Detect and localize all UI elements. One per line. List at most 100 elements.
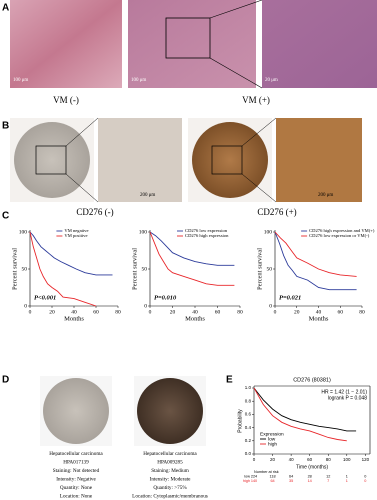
- x-tick-label: 60: [338, 309, 344, 315]
- x-tick-label: 0: [149, 309, 152, 315]
- chart-title: CD276 (80381): [293, 377, 331, 383]
- survival-curve: [274, 231, 357, 277]
- y-tick-label: 50: [267, 266, 273, 272]
- y-tick-label: 0.4: [245, 425, 252, 430]
- sample-info: Location: Cytoplasmic/membranous: [132, 494, 208, 500]
- risk-count: 64: [289, 475, 293, 479]
- y-tick-label: 100: [264, 229, 273, 235]
- x-tick-label: 80: [237, 309, 243, 315]
- risk-count: 7: [327, 479, 329, 483]
- survival-curve: [253, 387, 347, 442]
- y-tick-label: 0: [24, 303, 27, 309]
- risk-count: 35: [289, 479, 293, 483]
- zoom-line: [209, 57, 263, 89]
- zoom-line: [241, 117, 277, 147]
- x-tick-label: 60: [307, 457, 313, 462]
- risk-count: 1: [346, 479, 348, 483]
- y-tick-label: 50: [22, 266, 28, 272]
- x-tick-label: 40: [71, 309, 77, 315]
- x-tick-label: 20: [170, 309, 176, 315]
- micrograph: [128, 0, 256, 88]
- risk-count: 1: [346, 475, 348, 479]
- x-tick-label: 80: [326, 457, 332, 462]
- risk-row-label: high: [243, 479, 250, 483]
- x-tick-label: 120: [362, 457, 370, 462]
- x-tick-label: 0: [274, 309, 277, 315]
- y-tick-label: 100: [19, 229, 28, 235]
- survival-curve: [274, 231, 357, 291]
- survival-curve: [253, 387, 357, 432]
- tissue-core: [192, 122, 268, 198]
- zoom-box: [165, 17, 211, 59]
- legend-label: low: [268, 436, 276, 442]
- sample-info: Location: None: [60, 494, 93, 500]
- annotation: HR = 1.42 (1 − 2.01): [321, 389, 367, 395]
- caption: CD276 (+): [257, 207, 296, 217]
- risk-count: 12: [326, 475, 330, 479]
- panel-label: D: [2, 375, 9, 386]
- caption: VM (+): [242, 95, 270, 105]
- risk-count: 0: [364, 475, 366, 479]
- sample-info: HPA017139: [63, 460, 89, 466]
- scale-bar-label: 20 μm: [265, 78, 278, 83]
- micrograph: [98, 118, 182, 202]
- tissue-core: [14, 122, 90, 198]
- scale-bar-label: 100 μm: [13, 78, 28, 83]
- y-tick-label: 100: [139, 229, 148, 235]
- tissue-core: [43, 378, 109, 444]
- risk-table-title: Number at risk: [254, 470, 279, 474]
- x-tick-label: 40: [316, 309, 322, 315]
- sample-info: Hepatocellular carcinoma: [143, 451, 197, 457]
- risk-count: 140: [251, 479, 257, 483]
- y-axis-label: Percent survival: [11, 248, 18, 290]
- panel-label: A: [2, 3, 9, 14]
- x-axis-label: Time (months): [296, 464, 328, 470]
- risk-count: 224: [251, 475, 257, 479]
- caption: VM (-): [53, 95, 79, 105]
- annotation: logrank P = 0.048: [328, 395, 367, 401]
- legend-label: CD276 low expression or VM(-): [309, 233, 370, 238]
- risk-count: 0: [364, 479, 366, 483]
- survival-curve: [149, 231, 235, 286]
- survival-curve: [149, 231, 235, 266]
- y-tick-label: 0: [269, 303, 272, 309]
- x-tick-label: 20: [294, 309, 300, 315]
- y-tick-label: 0.2: [245, 438, 252, 443]
- risk-count: 28: [308, 475, 312, 479]
- caption: CD276 (-): [76, 207, 113, 217]
- x-tick-label: 40: [192, 309, 198, 315]
- micrograph: [262, 0, 377, 88]
- scale-bar-label: 200 μm: [318, 193, 333, 198]
- x-tick-label: 0: [253, 457, 256, 462]
- risk-row-label: low: [244, 475, 250, 479]
- x-tick-label: 20: [49, 309, 55, 315]
- sample-info: HPA009285: [157, 460, 183, 466]
- risk-count: 118: [270, 475, 276, 479]
- survival-curve: [29, 231, 97, 307]
- x-tick-label: 80: [115, 309, 121, 315]
- scale-bar-label: 100 μm: [131, 78, 146, 83]
- x-tick-label: 20: [270, 457, 276, 462]
- y-tick-label: 1.0: [245, 385, 252, 390]
- zoom-box: [211, 145, 243, 175]
- x-tick-label: 60: [215, 309, 221, 315]
- zoom-line: [65, 117, 99, 147]
- y-axis-label: Percent survival: [256, 248, 263, 290]
- risk-count: 14: [308, 479, 312, 483]
- y-tick-label: 0.6: [245, 412, 252, 417]
- x-axis-label: Months: [185, 315, 205, 322]
- zoom-line: [65, 173, 99, 203]
- panel-label: C: [2, 211, 9, 222]
- legend-label: CD276 low expression: [185, 228, 228, 233]
- p-value: P=0.010: [154, 294, 177, 301]
- legend-label: VM negative: [64, 228, 88, 233]
- legend-label: CD276 high expression: [185, 233, 229, 238]
- scale-bar-label: 200 μm: [140, 193, 155, 198]
- y-axis-label: Percent survival: [131, 248, 138, 290]
- sample-info: Hepatocellular carcinoma: [49, 451, 103, 457]
- legend-title: Expression: [260, 431, 284, 437]
- y-axis-label: Probability: [237, 409, 243, 433]
- legend-label: high: [268, 441, 277, 447]
- zoom-line: [209, 0, 263, 19]
